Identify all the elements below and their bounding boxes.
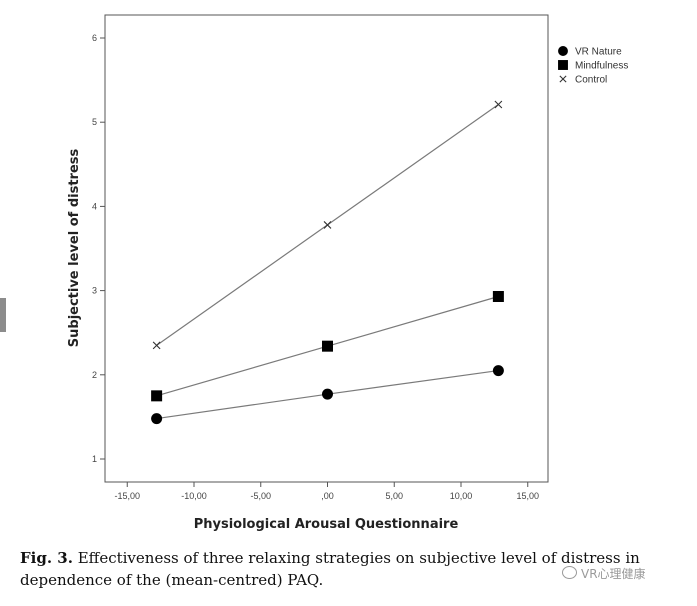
plot-frame [104,14,549,483]
x-tick-label: -10,00 [181,491,207,501]
legend-mindfulness-marker [558,60,568,70]
control-point [152,341,161,350]
y-tick-label: 3 [92,286,97,296]
x-tick-label: -15,00 [114,491,140,501]
legend: VR Nature Mindfulness Control [558,46,628,86]
y-tick-label: 1 [92,454,97,464]
legend-mindfulness-label: Mindfulness [575,61,628,72]
vr-nature-point [492,365,504,377]
vr-nature-point [322,388,333,400]
y-tick-label: 2 [92,370,97,380]
line-chart: -15,00 -10,00 -5,00 ,00 5,00 10,00 15,00 1 2 3 4 5 6… [67,14,628,532]
x-axis-title: Physiological Arousal Questionnaire [194,517,459,532]
y-tick-label: 4 [92,201,97,211]
mindfulness-point [492,290,504,302]
vr-nature-point [151,413,163,425]
legend-vr-nature-label: VR Nature [575,47,622,58]
x-tick-label: 5,00 [385,491,403,501]
watermark: VR心理健康 [562,565,646,582]
axes: -15,00 -10,00 -5,00 ,00 5,00 10,00 15,00 1 2 3 4 5 6 [92,33,539,501]
caption-text: Effectiveness of three relaxing strategi… [20,549,640,589]
control-point [323,221,332,229]
x-tick-label: 15,00 [516,491,539,501]
x-tick-label: -5,00 [250,491,271,501]
y-tick-label: 5 [92,117,97,127]
control-point [494,100,503,109]
y-tick-label: 6 [92,33,97,43]
mindfulness-point [151,390,163,402]
series-markers [151,100,504,425]
figure-label: Fig. 3. [20,549,73,567]
legend-vr-nature-marker [558,46,568,56]
figure-caption: Fig. 3. Effectiveness of three relaxing … [20,547,692,591]
legend-control-label: Control [575,75,607,86]
y-axis-title: Subjective level of distress [67,149,82,348]
series-lines [156,104,499,420]
legend-control-marker [559,75,567,83]
x-tick-label: ,00 [321,491,334,501]
side-marker [0,298,6,332]
x-tick-label: 10,00 [450,491,473,501]
wechat-icon [562,566,577,579]
watermark-text: VR心理健康 [581,567,646,581]
mindfulness-point [322,340,333,352]
